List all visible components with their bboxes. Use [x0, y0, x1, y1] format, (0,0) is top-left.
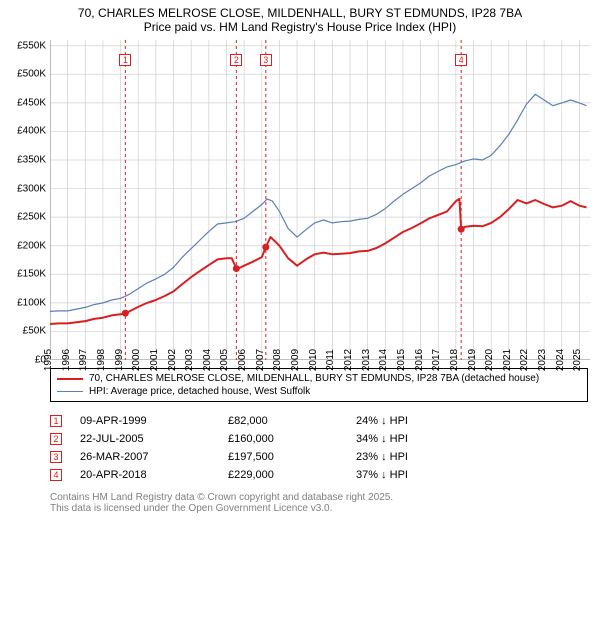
- x-axis-label: 2013: [357, 349, 372, 371]
- y-axis-label: £550K: [17, 40, 50, 51]
- x-axis-label: 2012: [339, 349, 354, 371]
- footer-attribution: Contains HM Land Registry data © Crown c…: [50, 492, 588, 514]
- transaction-date: 20-APR-2018: [80, 469, 210, 481]
- transaction-date: 09-APR-1999: [80, 415, 210, 427]
- transaction-row: 1 09-APR-1999 £82,000 24% ↓ HPI: [50, 412, 588, 430]
- x-axis-label: 2024: [551, 349, 566, 371]
- footer-line-2: This data is licensed under the Open Gov…: [50, 503, 588, 514]
- plot-area: £0£50K£100K£150K£200K£250K£300K£350K£400…: [50, 40, 590, 360]
- sale-marker-3: 3: [260, 54, 272, 66]
- x-axis-label: 2006: [233, 349, 248, 371]
- x-axis-label: 2000: [127, 349, 142, 371]
- x-axis-label: 2007: [251, 349, 266, 371]
- transaction-price: £229,000: [228, 469, 338, 481]
- sale-marker-1: 1: [119, 54, 131, 66]
- legend-swatch: [57, 391, 83, 392]
- y-axis-label: £50K: [23, 326, 50, 337]
- y-axis-label: £250K: [17, 212, 50, 223]
- y-axis-label: £150K: [17, 269, 50, 280]
- x-axis-label: 2025: [568, 349, 583, 371]
- transaction-marker: 3: [50, 451, 62, 463]
- x-axis-label: 2019: [462, 349, 477, 371]
- transaction-diff: 34% ↓ HPI: [356, 433, 588, 445]
- transaction-row: 2 22-JUL-2005 £160,000 34% ↓ HPI: [50, 430, 588, 448]
- legend-label: 70, CHARLES MELROSE CLOSE, MILDENHALL, B…: [89, 373, 539, 384]
- x-axis-label: 2008: [268, 349, 283, 371]
- y-axis-label: £350K: [17, 155, 50, 166]
- footer-line-1: Contains HM Land Registry data © Crown c…: [50, 492, 588, 503]
- transaction-marker: 4: [50, 469, 62, 481]
- y-axis-label: £100K: [17, 297, 50, 308]
- title-line-1: 70, CHARLES MELROSE CLOSE, MILDENHALL, B…: [10, 6, 590, 20]
- sale-marker-2: 2: [230, 54, 242, 66]
- x-axis-label: 2016: [409, 349, 424, 371]
- transactions-table: 1 09-APR-1999 £82,000 24% ↓ HPI 2 22-JUL-2005…: [50, 412, 588, 484]
- x-axis-label: 2001: [145, 349, 160, 371]
- x-axis-label: 2017: [427, 349, 442, 371]
- transaction-price: £160,000: [228, 433, 338, 445]
- chart-container: 70, CHARLES MELROSE CLOSE, MILDENHALL, B…: [0, 0, 600, 518]
- sale-marker-4: 4: [455, 54, 467, 66]
- legend-item-price_paid: 70, CHARLES MELROSE CLOSE, MILDENHALL, B…: [57, 372, 581, 385]
- transaction-diff: 24% ↓ HPI: [356, 415, 588, 427]
- legend-swatch: [57, 378, 83, 380]
- x-axis-label: 2022: [515, 349, 530, 371]
- transaction-price: £197,500: [228, 451, 338, 463]
- x-axis-label: 2021: [498, 349, 513, 371]
- transaction-diff: 23% ↓ HPI: [356, 451, 588, 463]
- transaction-row: 3 26-MAR-2007 £197,500 23% ↓ HPI: [50, 448, 588, 466]
- series-hpi: [50, 94, 587, 311]
- x-axis-label: 2018: [445, 349, 460, 371]
- y-axis-label: £400K: [17, 126, 50, 137]
- legend: 70, CHARLES MELROSE CLOSE, MILDENHALL, B…: [50, 368, 588, 402]
- transaction-date: 26-MAR-2007: [80, 451, 210, 463]
- y-axis-label: £200K: [17, 240, 50, 251]
- transaction-price: £82,000: [228, 415, 338, 427]
- x-axis-label: 2011: [322, 349, 337, 371]
- transaction-date: 22-JUL-2005: [80, 433, 210, 445]
- legend-label: HPI: Average price, detached house, West…: [89, 386, 310, 397]
- x-axis-label: 2004: [198, 349, 213, 371]
- transaction-marker: 1: [50, 415, 62, 427]
- y-axis-label: £500K: [17, 69, 50, 80]
- transaction-row: 4 20-APR-2018 £229,000 37% ↓ HPI: [50, 466, 588, 484]
- x-axis-label: 2023: [533, 349, 548, 371]
- x-axis-label: 2003: [180, 349, 195, 371]
- chart-titles: 70, CHARLES MELROSE CLOSE, MILDENHALL, B…: [10, 6, 590, 34]
- transaction-marker: 2: [50, 433, 62, 445]
- title-line-2: Price paid vs. HM Land Registry's House …: [10, 20, 590, 34]
- series-price_paid: [50, 199, 587, 324]
- x-axis-label: 1998: [92, 349, 107, 371]
- x-axis-label: 2020: [480, 349, 495, 371]
- x-axis-label: 1999: [109, 349, 124, 371]
- y-axis-label: £300K: [17, 183, 50, 194]
- legend-item-hpi: HPI: Average price, detached house, West…: [57, 385, 581, 398]
- x-axis-label: 1997: [74, 349, 89, 371]
- transaction-diff: 37% ↓ HPI: [356, 469, 588, 481]
- x-axis-label: 2014: [374, 349, 389, 371]
- x-axis-label: 2015: [392, 349, 407, 371]
- x-axis-label: 2002: [162, 349, 177, 371]
- x-axis-label: 2009: [286, 349, 301, 371]
- x-axis-label: 2005: [215, 349, 230, 371]
- x-axis-label: 1996: [57, 349, 72, 371]
- x-axis-label: 2010: [304, 349, 319, 371]
- x-axis-label: 1995: [39, 349, 54, 371]
- y-axis-label: £450K: [17, 97, 50, 108]
